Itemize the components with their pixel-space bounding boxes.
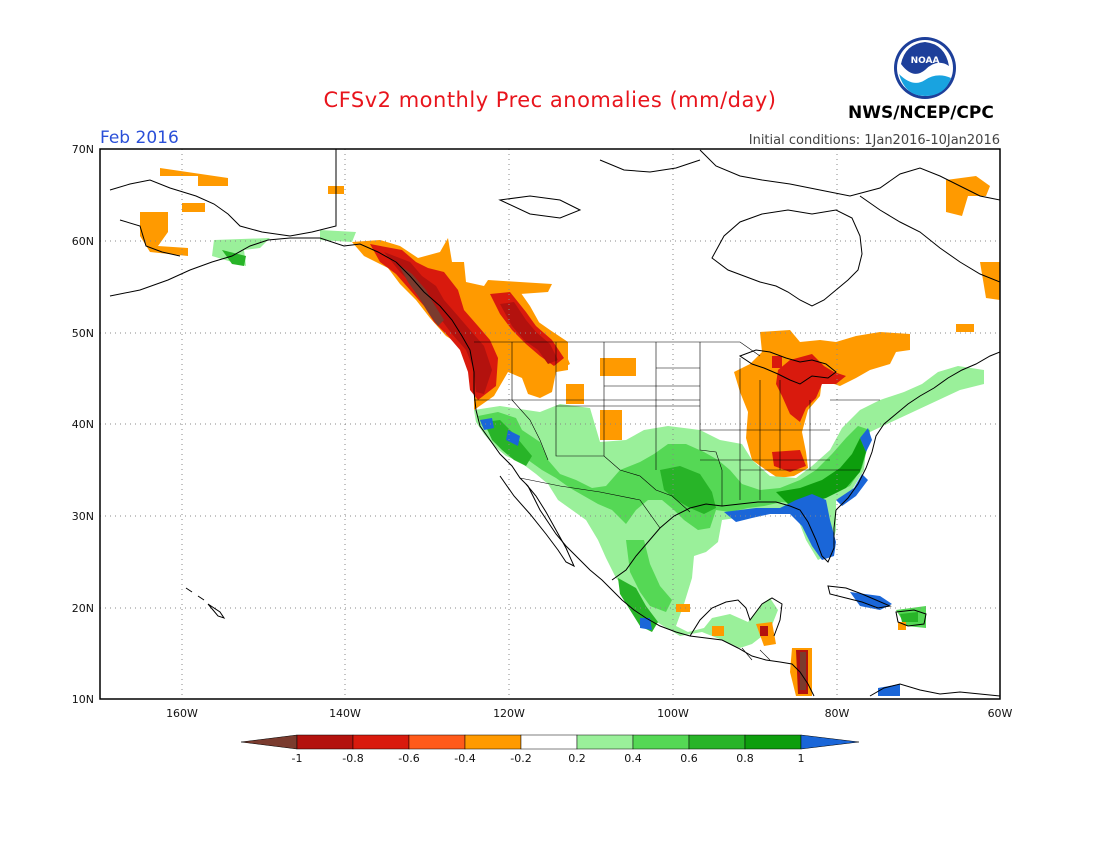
colorbar-tick-label: 0.2 [568,752,586,765]
colorbar-labels: -1 -0.8 -0.6 -0.4 -0.2 0.2 0.4 0.6 0.8 1 [292,752,805,765]
lon-label: 100W [657,707,689,720]
colorbar-swatch [688,734,746,750]
colorbar-tick-label: 0.6 [680,752,698,765]
lat-label: 50N [72,327,94,340]
lat-label: 70N [72,143,94,156]
colorbar-swatch [800,734,860,750]
colorbar-tick-label: -0.6 [398,752,419,765]
lat-label: 20N [72,602,94,615]
longitude-labels: 160W 140W 120W 100W 80W 60W [166,707,1012,720]
colorbar-swatch [296,734,354,750]
latitude-labels: 70N 60N 50N 40N 30N 20N 10N [72,143,94,706]
lon-label: 60W [988,707,1013,720]
noaa-logo-icon: NOAA [894,37,956,99]
lat-label: 10N [72,693,94,706]
graticule [100,149,1000,699]
chart-title: CFSv2 monthly Prec anomalies (mm/day) [323,88,777,112]
initial-conditions: Initial conditions: 1Jan2016-10Jan2016 [748,133,1000,148]
lon-label: 140W [329,707,361,720]
lat-label: 40N [72,418,94,431]
colorbar-tick-label: -0.4 [454,752,475,765]
lon-label: 80W [825,707,850,720]
colorbar-tick-label: -0.8 [342,752,363,765]
lon-label: 120W [493,707,525,720]
colorbar-swatch [576,734,634,750]
precip-anomaly-shading [140,168,1000,696]
colorbar-swatch [240,734,298,750]
colorbar-tick-label: 0.4 [624,752,642,765]
colorbar-swatch [632,734,690,750]
colorbar-tick-label: 0.8 [736,752,754,765]
plot-frame [99,148,1001,700]
coastlines [109,149,1000,697]
forecast-period: Feb 2016 [100,128,179,148]
colorbar-swatch [408,734,466,750]
colorbar [240,734,860,750]
colorbar-swatch [352,734,410,750]
logo-text: NOAA [911,56,940,66]
lon-label: 160W [166,707,198,720]
colorbar-tick-label: 1 [798,752,805,765]
colorbar-swatch [744,734,802,750]
lat-label: 60N [72,235,94,248]
agency-label: NWS/NCEP/CPC [848,103,994,123]
colorbar-tick-label: -0.2 [510,752,531,765]
lat-label: 30N [72,510,94,523]
colorbar-swatch [464,734,522,750]
political-borders [335,149,880,661]
colorbar-swatch [520,734,578,750]
colorbar-tick-label: -1 [292,752,303,765]
